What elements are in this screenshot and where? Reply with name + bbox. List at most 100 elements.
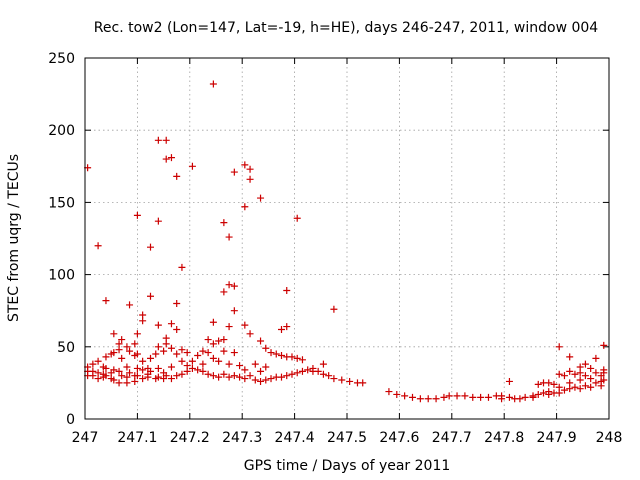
data-point — [293, 354, 301, 362]
data-point — [139, 366, 147, 374]
data-point — [154, 343, 162, 351]
data-point — [110, 349, 118, 357]
data-point — [102, 372, 110, 380]
data-point — [133, 330, 141, 338]
data-point — [102, 297, 110, 305]
data-point — [293, 369, 301, 377]
data-point — [257, 337, 265, 345]
data-point — [199, 360, 207, 368]
data-point — [516, 395, 524, 403]
data-point — [162, 155, 170, 163]
data-point — [597, 382, 605, 390]
data-point — [110, 366, 118, 374]
data-point — [225, 233, 233, 241]
data-point — [154, 321, 162, 329]
data-point — [298, 367, 306, 375]
data-point — [529, 393, 537, 401]
data-point — [225, 323, 233, 331]
data-point — [293, 214, 301, 222]
data-point — [278, 373, 285, 381]
x-tick-label: 247.9 — [537, 430, 577, 446]
chart-title: Rec. tow2 (Lon=147, Lat=-19, h=HE), days… — [94, 20, 598, 36]
x-tick-label: 247.2 — [170, 430, 210, 446]
data-point — [393, 390, 401, 398]
data-point — [204, 349, 212, 357]
data-point — [432, 395, 440, 403]
data-point — [534, 380, 542, 388]
data-point — [600, 341, 608, 349]
x-tick-label: 248 — [596, 430, 623, 446]
data-point — [215, 373, 223, 381]
data-point — [581, 360, 589, 368]
data-point — [126, 347, 134, 355]
data-point — [167, 154, 175, 162]
data-point — [131, 340, 139, 348]
data-point — [241, 366, 249, 374]
x-tick-label: 247.3 — [222, 430, 262, 446]
data-point — [133, 372, 141, 380]
data-point — [215, 337, 223, 345]
data-point — [262, 376, 270, 384]
data-point — [230, 372, 238, 380]
data-point — [576, 376, 584, 384]
data-point — [215, 357, 223, 365]
data-point — [199, 367, 207, 375]
data-point — [209, 318, 217, 326]
data-point — [453, 392, 461, 400]
data-point — [314, 367, 322, 375]
data-point — [118, 372, 126, 380]
x-axis-label: GPS time / Days of year 2011 — [244, 458, 451, 474]
data-point — [262, 344, 270, 352]
data-point — [230, 307, 238, 315]
data-point — [246, 165, 254, 173]
data-point — [600, 369, 608, 377]
data-point — [178, 370, 186, 378]
y-tick-label: 250 — [48, 51, 75, 67]
data-point — [581, 372, 589, 380]
data-point — [257, 194, 265, 202]
y-tick-label: 200 — [48, 123, 75, 139]
data-point — [220, 336, 228, 344]
data-point — [272, 350, 280, 358]
data-point — [162, 136, 170, 144]
data-point — [401, 392, 409, 400]
x-tick-label: 247.4 — [275, 430, 315, 446]
data-point — [139, 375, 147, 383]
data-point — [283, 372, 291, 380]
data-point — [251, 360, 259, 368]
data-point — [115, 379, 123, 387]
data-point — [160, 347, 168, 355]
data-point — [199, 347, 207, 355]
data-point — [576, 385, 584, 393]
data-point — [194, 351, 202, 359]
data-point — [209, 80, 217, 88]
data-point — [246, 330, 254, 338]
data-point — [167, 363, 175, 371]
data-point — [118, 354, 126, 362]
x-tick-label: 247 — [72, 430, 99, 446]
data-point — [147, 354, 154, 362]
data-point — [188, 357, 196, 365]
data-point — [147, 292, 154, 300]
data-point — [424, 395, 432, 403]
x-tick-label: 247.5 — [327, 430, 367, 446]
data-point — [566, 385, 574, 393]
data-point — [230, 282, 238, 290]
data-point — [126, 301, 134, 309]
data-point — [571, 370, 579, 378]
data-point — [555, 389, 563, 397]
x-tick-label: 247.1 — [117, 430, 157, 446]
data-point — [576, 369, 584, 377]
data-point — [94, 357, 102, 365]
data-point — [246, 372, 254, 380]
data-point — [262, 363, 270, 371]
data-point — [319, 360, 327, 368]
data-point — [123, 379, 131, 387]
data-point — [89, 372, 97, 380]
data-point — [110, 330, 118, 338]
data-point — [154, 136, 162, 144]
data-point — [592, 354, 600, 362]
data-point — [183, 367, 191, 375]
data-point — [225, 281, 233, 289]
data-point — [178, 357, 186, 365]
